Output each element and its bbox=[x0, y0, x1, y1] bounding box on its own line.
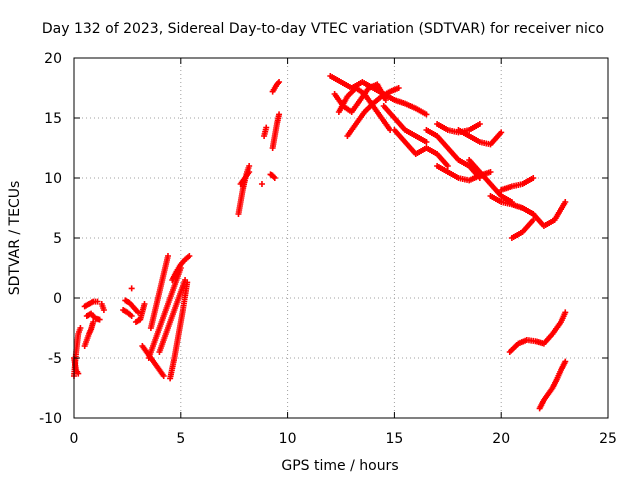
series-arc-ah bbox=[466, 157, 515, 205]
data-point bbox=[476, 121, 483, 127]
data-point bbox=[487, 169, 494, 175]
data-point bbox=[160, 373, 167, 379]
series-arc-i bbox=[128, 285, 135, 292]
data-point bbox=[77, 325, 84, 331]
series-arc-h bbox=[122, 297, 142, 316]
series-arc-l bbox=[147, 253, 171, 331]
x-tick-label: 25 bbox=[599, 431, 617, 447]
series-arc-m bbox=[145, 265, 184, 361]
series-arc-o bbox=[167, 279, 191, 382]
data-point bbox=[423, 139, 430, 145]
axes: 0 5 10 15 20 25 -10 -5 0 5 10 15 20 bbox=[39, 51, 617, 447]
series-arc-al bbox=[519, 199, 569, 229]
data-point bbox=[395, 85, 402, 91]
x-axis-label: GPS time / hours bbox=[281, 458, 398, 474]
series-arc-s bbox=[261, 124, 270, 139]
series-arc-ae bbox=[434, 163, 494, 184]
data-point bbox=[258, 181, 265, 187]
data-point bbox=[271, 175, 278, 181]
series-arc-n bbox=[156, 277, 189, 355]
data-point bbox=[276, 111, 283, 118]
data-point bbox=[530, 175, 537, 181]
series-arc-p bbox=[169, 253, 193, 283]
data-point bbox=[128, 285, 135, 292]
y-tick-label: 20 bbox=[44, 51, 62, 67]
data-point bbox=[382, 97, 389, 103]
data-point bbox=[562, 309, 569, 316]
data-point bbox=[90, 319, 97, 325]
series-arc-ag bbox=[455, 127, 505, 148]
series-arc-v bbox=[269, 111, 283, 151]
y-tick-label: 15 bbox=[44, 111, 62, 127]
data-point bbox=[164, 253, 171, 259]
series-arc-f bbox=[98, 301, 107, 313]
data-point bbox=[562, 358, 569, 365]
data-point bbox=[141, 301, 148, 307]
y-tick-label: 10 bbox=[44, 171, 62, 187]
data-point bbox=[184, 279, 191, 286]
series-arc-ab bbox=[380, 103, 430, 145]
data-point bbox=[100, 307, 107, 313]
y-tick-label: -5 bbox=[48, 351, 62, 367]
series-arc-an bbox=[536, 358, 569, 412]
series-arc-aa bbox=[344, 85, 402, 139]
x-tick-label: 15 bbox=[385, 431, 403, 447]
data-point bbox=[423, 111, 430, 118]
data-point bbox=[246, 163, 253, 169]
series-arc-u bbox=[267, 171, 278, 181]
x-tick-label: 10 bbox=[279, 431, 297, 447]
data-point bbox=[276, 79, 283, 85]
series-arc-w bbox=[269, 79, 283, 95]
x-tick-label: 5 bbox=[176, 431, 185, 447]
y-tick-label: -10 bbox=[39, 411, 62, 427]
series-arc-t bbox=[258, 181, 265, 187]
y-axis-label: SDTVAR / TECUs bbox=[7, 181, 23, 296]
data-point bbox=[246, 169, 253, 175]
data-point bbox=[96, 316, 103, 323]
x-tick-label: 0 bbox=[70, 431, 79, 447]
series-arc-j bbox=[132, 301, 148, 325]
series-arc-r bbox=[237, 169, 253, 187]
data-point bbox=[94, 298, 101, 305]
data-point bbox=[562, 199, 569, 205]
data-point bbox=[263, 124, 270, 131]
data-points bbox=[71, 73, 569, 412]
series-arc-c bbox=[81, 319, 97, 349]
y-tick-label: 5 bbox=[53, 231, 62, 247]
data-point bbox=[128, 313, 135, 319]
data-point bbox=[498, 129, 505, 136]
data-point bbox=[75, 370, 82, 377]
series-arc-ak bbox=[508, 217, 537, 241]
series-arc-d bbox=[81, 298, 101, 310]
data-point bbox=[444, 163, 451, 169]
y-tick-label: 0 bbox=[53, 291, 62, 307]
series-arc-ac bbox=[391, 127, 451, 169]
series-arc-am bbox=[506, 309, 569, 355]
series-arc-aj bbox=[498, 175, 537, 193]
chart-title: Day 132 of 2023, Sidereal Day-to-day VTE… bbox=[42, 21, 604, 37]
series-arc-g bbox=[120, 307, 135, 319]
x-tick-label: 20 bbox=[492, 431, 510, 447]
series-arc-e bbox=[83, 310, 103, 323]
data-point bbox=[186, 253, 193, 259]
